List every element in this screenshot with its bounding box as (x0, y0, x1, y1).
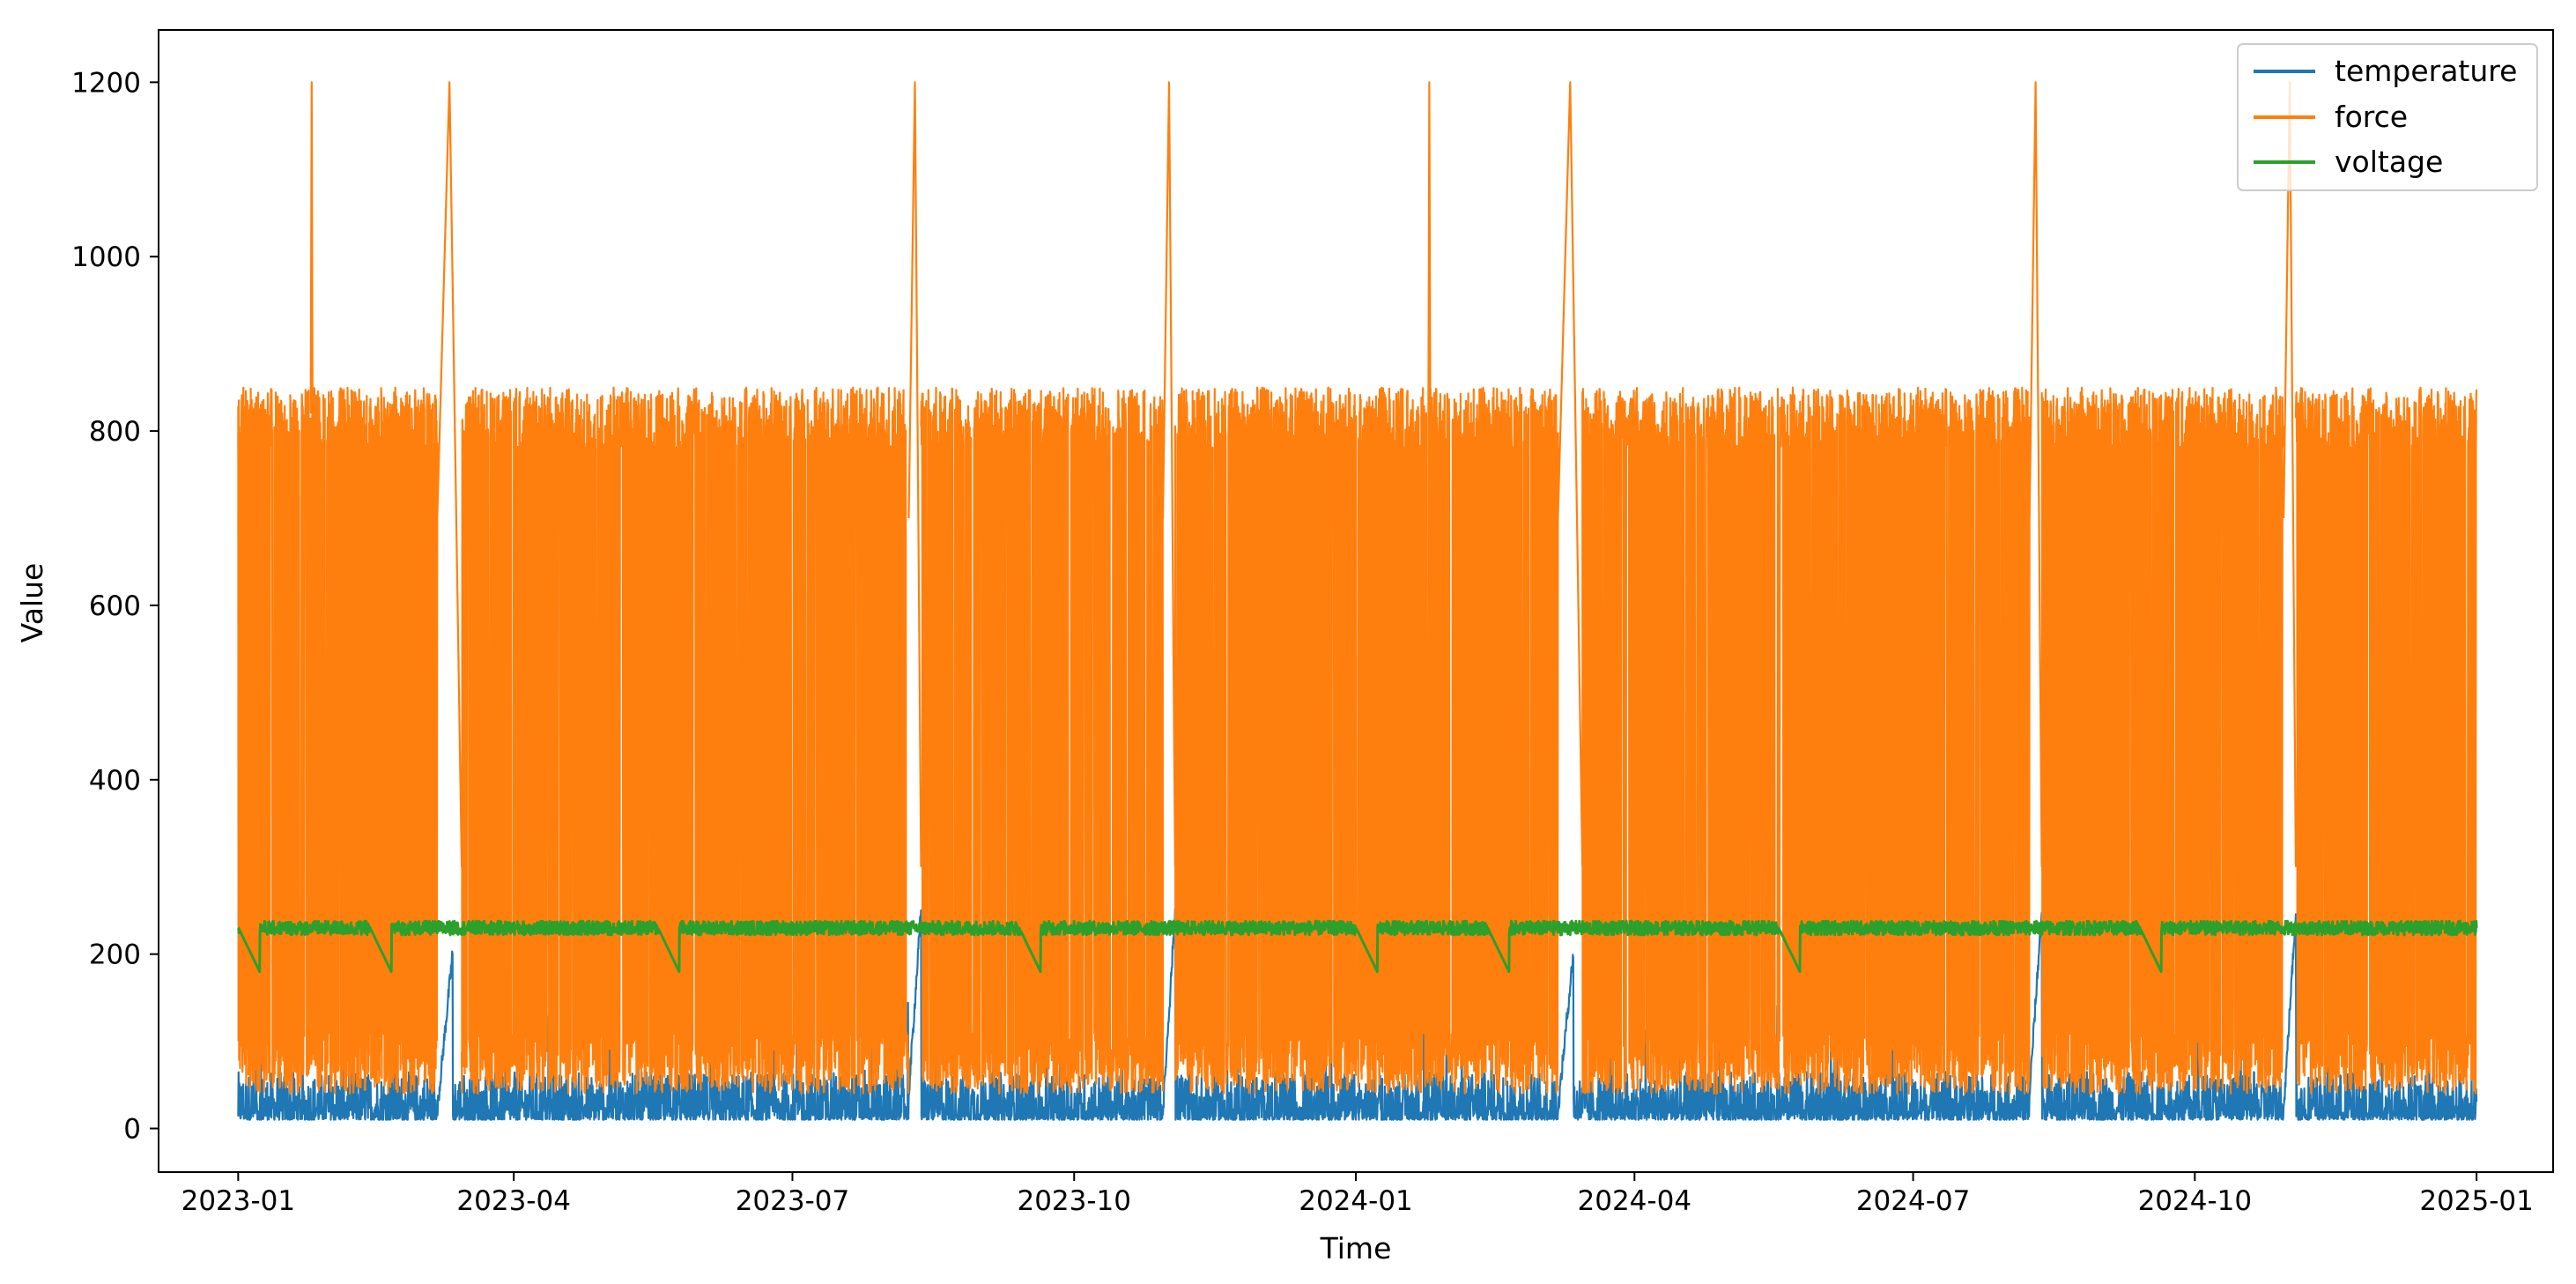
series-line-voltage (237, 919, 2478, 973)
series-line-temperature (237, 908, 2478, 1121)
y-tick-label-1200: 1200 (71, 67, 141, 99)
y-tick-label-600: 600 (89, 590, 141, 622)
y-tick-label-400: 400 (89, 765, 141, 797)
legend-label-voltage: voltage (2335, 145, 2443, 179)
x-tick-label-2024-04: 2024-04 (1578, 1185, 1692, 1217)
y-tick-label-0: 0 (123, 1114, 141, 1146)
legend: temperature force voltage (2237, 43, 2538, 191)
y-axis-title: Value (15, 563, 49, 643)
y-tick-label-1000: 1000 (71, 241, 141, 273)
series-layer (237, 81, 2478, 1121)
x-axis-title: Time (1320, 1231, 1392, 1265)
legend-box (2237, 43, 2538, 191)
x-tick-label-2024-01: 2024-01 (1299, 1185, 1413, 1217)
x-tick-label-2023-07: 2023-07 (736, 1185, 850, 1217)
plot-frame (158, 29, 2554, 1173)
y-tick-label-200: 200 (89, 939, 141, 971)
x-tick-label-2023-04: 2023-04 (456, 1185, 571, 1217)
x-tick-label-2023-01: 2023-01 (181, 1185, 296, 1217)
x-tick-label-2023-10: 2023-10 (1017, 1185, 1131, 1217)
x-tick-label-2025-01: 2025-01 (2419, 1185, 2534, 1217)
y-tick-marks (150, 81, 159, 1130)
x-tick-label-2024-07: 2024-07 (1856, 1185, 1971, 1217)
x-tick-marks (237, 1172, 2478, 1181)
x-tick-label-2024-10: 2024-10 (2138, 1185, 2253, 1217)
y-tick-label-800: 800 (89, 416, 141, 448)
y-tick-labels: 0 200 400 600 800 1000 1200 (71, 67, 141, 1145)
legend-label-force: force (2335, 100, 2408, 134)
legend-label-temperature: temperature (2335, 54, 2517, 88)
series-line-force (237, 81, 2478, 1095)
x-tick-labels: 2023-01 2023-04 2023-07 2023-10 2024-01 2024-… (181, 1185, 2534, 1217)
